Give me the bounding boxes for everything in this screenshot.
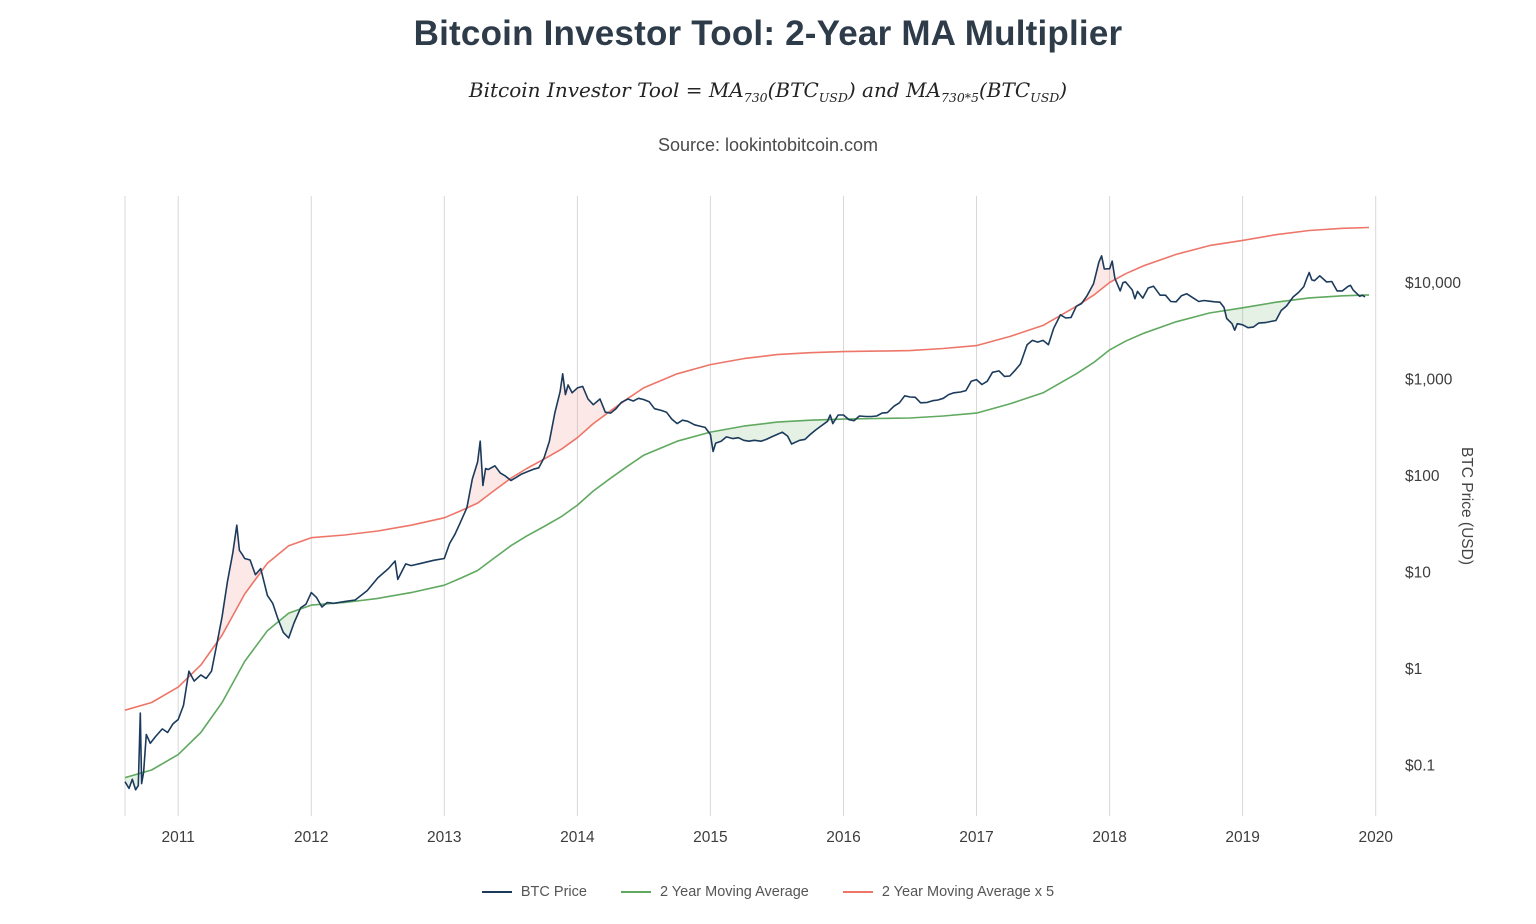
bitcoin-investor-tool-page: Bitcoin Investor Tool: 2-Year MA Multipl… bbox=[0, 14, 1536, 924]
legend: BTC Price 2 Year Moving Average 2 Year Mov… bbox=[0, 884, 1536, 900]
year-gridlines bbox=[124, 196, 1377, 816]
y-tick-label: $0.1 bbox=[1405, 758, 1435, 775]
sell-zone-fill bbox=[217, 525, 262, 642]
formula-text: Bitcoin Investor Tool = MA bbox=[468, 78, 744, 102]
y-tick-label: $100 bbox=[1405, 468, 1440, 485]
legend-item-label: 2 Year Moving Average bbox=[659, 884, 809, 900]
chart-title: Bitcoin Investor Tool: 2-Year MA Multipl… bbox=[413, 14, 1123, 53]
x-tick-label: 2015 bbox=[693, 829, 727, 846]
buy-zone-fill bbox=[1224, 300, 1291, 331]
legend-line-swatch bbox=[481, 891, 512, 893]
x-axis-tick-labels: 2011 2012 2013 2014 2015 2016 2017 2018 2019 2020 bbox=[162, 829, 1394, 846]
buy-zone-fill bbox=[708, 419, 829, 452]
x-tick-label: 2012 bbox=[294, 829, 328, 846]
btc-price-line bbox=[124, 255, 1366, 791]
x-tick-label: 2018 bbox=[1092, 829, 1126, 846]
ma2y-line bbox=[124, 294, 1370, 779]
y-tick-label: $1 bbox=[1405, 661, 1422, 678]
x-tick-label: 2019 bbox=[1225, 829, 1259, 846]
buy-zone-fill bbox=[125, 773, 139, 790]
buy-zone-fill bbox=[278, 609, 301, 638]
ma2y-x5-line bbox=[124, 226, 1370, 711]
legend-line-swatch bbox=[842, 891, 873, 893]
x-tick-label: 2016 bbox=[826, 829, 860, 846]
x-tick-label: 2017 bbox=[959, 829, 993, 846]
y-tick-label: $10 bbox=[1405, 565, 1431, 582]
y-tick-label: $1,000 bbox=[1405, 372, 1453, 389]
formula-sub-730: 730 bbox=[743, 90, 768, 105]
legend-item-2-year-moving-average-x-5[interactable]: 2 Year Moving Average x 5 bbox=[842, 884, 1055, 900]
x-tick-label: 2013 bbox=[427, 829, 461, 846]
sell-zone-fill bbox=[543, 373, 609, 460]
y-tick-label: $10,000 bbox=[1405, 275, 1461, 292]
x-tick-label: 2011 bbox=[162, 829, 195, 846]
formula-sub-usd: USD bbox=[818, 90, 848, 105]
y-axis-tick-labels: $10,000 $1,000 $100 $10 $1 $0.1 bbox=[1405, 275, 1461, 774]
legend-item-label: 2 Year Moving Average x 5 bbox=[881, 884, 1055, 900]
y-axis-title: BTC Price (USD) bbox=[1458, 447, 1475, 565]
legend-line-swatch bbox=[620, 891, 651, 893]
legend-item-2-year-moving-average[interactable]: 2 Year Moving Average bbox=[620, 884, 809, 900]
x-tick-label: 2020 bbox=[1358, 829, 1393, 846]
price-chart[interactable]: 2011 2012 2013 2014 2015 2016 2017 2018 2019 2020… bbox=[0, 182, 1536, 858]
legend-item-label: BTC Price bbox=[520, 884, 587, 900]
source-label: Source: lookintobitcoin.com bbox=[657, 135, 879, 155]
legend-item-btc-price[interactable]: BTC Price bbox=[481, 884, 587, 900]
sell-zone-fill bbox=[466, 441, 510, 508]
chart-formula-subtitle: Bitcoin Investor Tool = MA730(BTCUSD) an… bbox=[468, 78, 1068, 105]
formula-sub-730x5: 730*5 bbox=[940, 90, 979, 105]
formula-sub-usd-2: USD bbox=[1030, 90, 1060, 105]
x-tick-label: 2014 bbox=[560, 829, 595, 846]
